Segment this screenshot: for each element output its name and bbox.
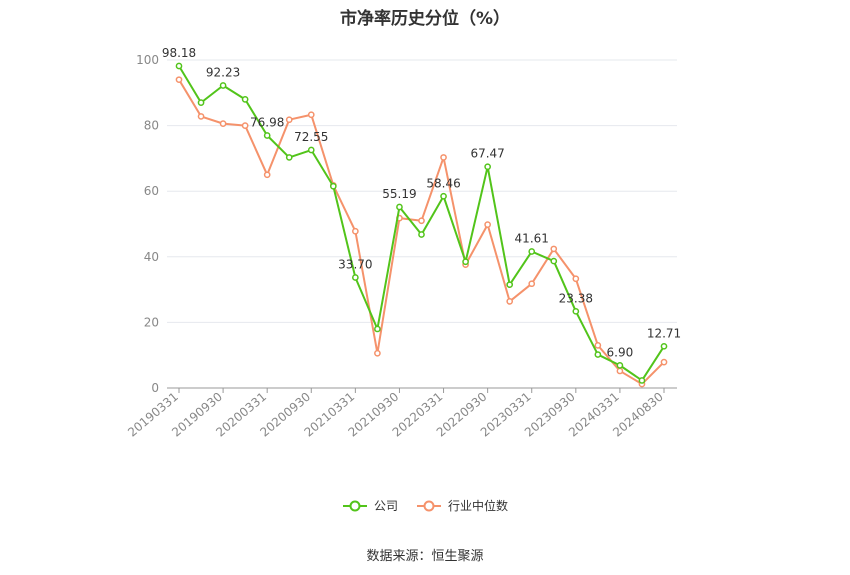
data-point bbox=[594, 342, 602, 349]
data-point bbox=[352, 274, 359, 281]
data-point bbox=[197, 99, 205, 106]
data-point bbox=[396, 203, 403, 211]
data-point bbox=[418, 231, 425, 238]
data-label: 23.38 bbox=[559, 291, 593, 305]
source-text: 数据来源：恒生聚源 bbox=[366, 549, 484, 564]
data-point bbox=[638, 377, 646, 384]
data-label: 6.90 bbox=[607, 345, 634, 359]
data-point bbox=[219, 120, 227, 127]
data-point bbox=[285, 154, 293, 161]
data-point bbox=[484, 163, 491, 171]
y-tick-label: 20 bbox=[144, 315, 159, 329]
data-point bbox=[175, 62, 183, 70]
data-label: 12.71 bbox=[647, 326, 681, 340]
data-point bbox=[550, 257, 558, 265]
data-point bbox=[462, 258, 469, 266]
chart-title: 市净率历史分位（%） bbox=[339, 9, 511, 29]
data-label: 58.46 bbox=[426, 176, 460, 190]
line-chart: 0204060801002019033120190930202003312020… bbox=[125, 46, 681, 440]
data-point bbox=[572, 307, 580, 315]
series-layer bbox=[175, 62, 668, 388]
data-point bbox=[263, 171, 271, 179]
data-point bbox=[528, 248, 536, 255]
data-point bbox=[616, 367, 624, 375]
data-point bbox=[572, 275, 580, 283]
legend-marker-icon bbox=[417, 500, 441, 511]
data-label: 67.47 bbox=[470, 147, 504, 161]
data-point bbox=[418, 217, 425, 225]
data-point bbox=[219, 82, 227, 89]
data-label: 33.70 bbox=[338, 257, 372, 271]
data-point bbox=[594, 351, 602, 358]
data-point bbox=[484, 221, 491, 229]
grid-layer bbox=[167, 59, 677, 323]
data-point bbox=[616, 362, 624, 369]
data-point bbox=[307, 146, 315, 154]
legend-label: 公司 bbox=[373, 499, 398, 513]
data-label-layer: 98.18 92.23 76.98 72.55 33.70 55.19 58.46 67.47… bbox=[162, 46, 681, 359]
data-point bbox=[660, 358, 668, 366]
legend-label: 行业中位数 bbox=[448, 499, 509, 513]
data-point bbox=[528, 280, 536, 288]
data-point bbox=[660, 342, 668, 350]
data-point bbox=[352, 227, 359, 235]
legend-marker-dot bbox=[423, 500, 435, 511]
data-label: 55.19 bbox=[382, 187, 416, 201]
data-point bbox=[241, 122, 249, 129]
data-point bbox=[550, 245, 558, 253]
data-point bbox=[329, 182, 337, 190]
y-tick-label: 60 bbox=[144, 184, 159, 198]
data-label: 72.55 bbox=[294, 130, 328, 144]
data-label: 41.61 bbox=[515, 232, 549, 246]
data-label: 76.98 bbox=[250, 116, 284, 130]
legend-marker-dot bbox=[349, 500, 361, 511]
data-point bbox=[440, 154, 447, 161]
data-point bbox=[175, 76, 183, 84]
legend-item[interactable]: 行业中位数 bbox=[416, 497, 508, 514]
data-point bbox=[241, 96, 249, 103]
y-tick-label: 40 bbox=[144, 250, 159, 264]
data-point bbox=[285, 116, 293, 124]
y-tick-label: 100 bbox=[136, 53, 159, 67]
legend-item[interactable]: 公司 bbox=[342, 497, 398, 514]
axis-layer: 0204060801002019033120190930202003312020… bbox=[125, 53, 677, 440]
data-point bbox=[506, 281, 514, 289]
legend: 公司 行业中位数 bbox=[0, 497, 850, 514]
data-point bbox=[374, 349, 381, 357]
data-point bbox=[263, 132, 271, 139]
legend-marker-icon bbox=[342, 500, 367, 511]
data-point bbox=[197, 113, 205, 120]
data-label: 92.23 bbox=[206, 65, 240, 79]
data-point bbox=[307, 111, 315, 119]
data-point bbox=[506, 298, 514, 305]
y-tick-label: 80 bbox=[144, 119, 159, 133]
data-label: 98.18 bbox=[162, 46, 196, 60]
data-point bbox=[374, 325, 381, 333]
data-point bbox=[440, 192, 447, 200]
y-tick-label: 0 bbox=[151, 381, 159, 395]
